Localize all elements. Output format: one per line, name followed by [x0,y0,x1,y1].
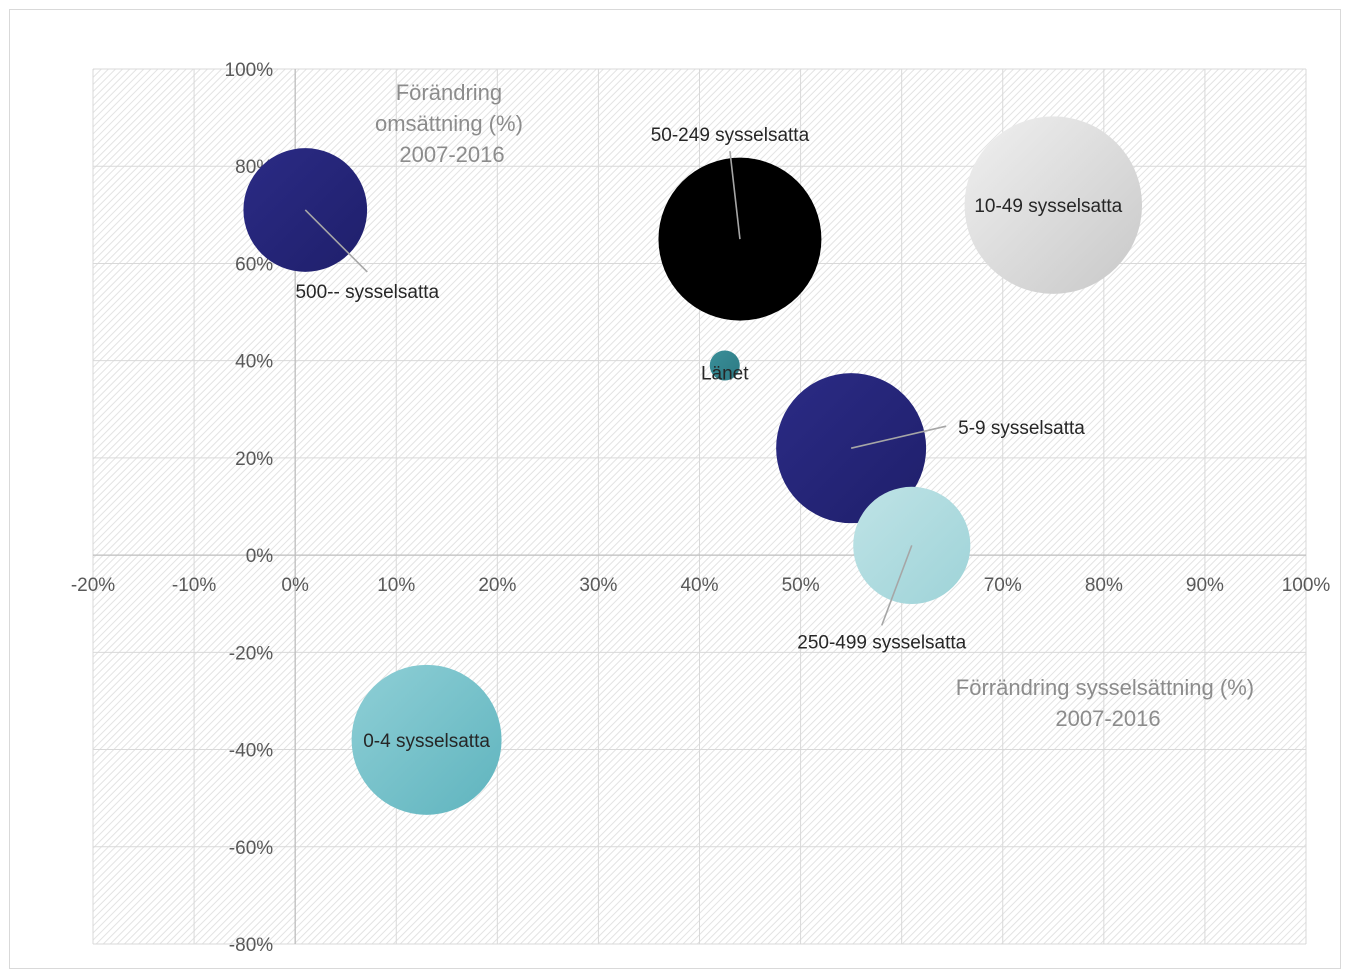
y-tick-label: 0% [246,546,274,567]
y-tick-label: -40% [229,741,273,762]
x-tick-label: 30% [579,575,617,596]
leader-line [304,209,368,273]
x-tick-label: -20% [71,575,115,596]
x-tick-label: 0% [281,575,309,596]
y-tick-label: -20% [229,643,273,664]
y-tick-label: -80% [229,935,273,956]
bubble-label: 0-4 sysselsatta [363,731,490,752]
y-tick-label: 20% [235,449,273,470]
x-tick-label: 40% [680,575,718,596]
y-axis-title: Förändring omsättning (%) 2007-2016 [375,80,529,167]
x-axis-title-line-2: 2007-2016 [1055,706,1160,731]
x-axis-title: Förrändring sysselsättning (%) 2007-2016 [956,675,1260,731]
bubble-point [964,116,1143,294]
y-axis-title-line-3: 2007-2016 [399,142,504,167]
x-tick-label: 90% [1186,575,1224,596]
bubble-label: Länet [701,364,749,385]
x-tick-label: 80% [1085,575,1123,596]
bubble-label: 250-499 sysselsatta [797,632,966,653]
y-tick-label: 40% [235,352,273,373]
x-tick-label: 50% [782,575,820,596]
bubble-label: 50-249 sysselsatta [651,125,810,146]
leader-line [729,151,741,240]
leader-line [850,425,947,449]
x-axis-title-line-1: Förrändring sysselsättning (%) [956,675,1254,700]
bubble-label: 5-9 sysselsatta [958,418,1085,439]
x-tick-label: 100% [1282,575,1331,596]
x-tick-label: 70% [984,575,1022,596]
bubble-point [351,664,502,815]
y-axis-title-line-1: Förändring [396,80,502,105]
bubble-point [709,350,740,381]
leader-line [881,545,913,626]
y-tick-label: -60% [229,838,273,859]
x-tick-label: 10% [377,575,415,596]
y-tick-label: 100% [225,60,274,81]
y-tick-label: 60% [235,254,273,275]
y-axis-title-line-2: omsättning (%) [375,111,523,136]
bubble-label: 500-- sysselsatta [295,282,439,303]
data-labels: 0-4 sysselsatta 5-9 sysselsatta 10-49 syss… [295,125,1122,752]
bubble-label: 10-49 sysselsatta [974,196,1122,217]
leader-lines [304,151,947,626]
x-tick-label: -10% [172,575,216,596]
x-tick-label: 20% [478,575,516,596]
